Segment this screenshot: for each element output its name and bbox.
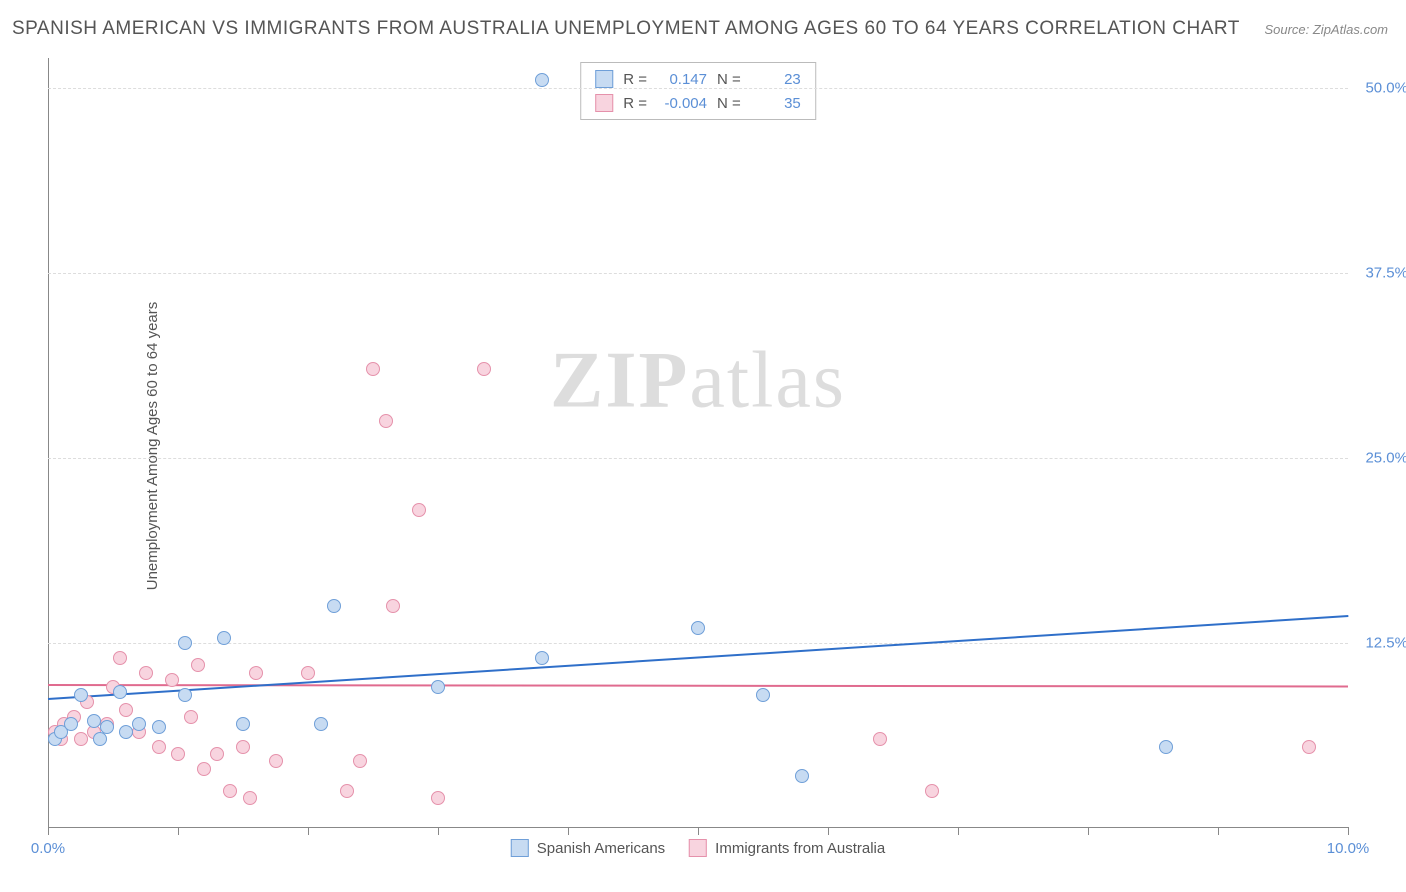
r-value-b: -0.004 (657, 95, 707, 112)
swatch-series-b-bottom (689, 839, 707, 857)
swatch-series-a-bottom (511, 839, 529, 857)
scatter-point (152, 720, 166, 734)
x-tick (1348, 827, 1349, 835)
watermark-light: atlas (689, 336, 846, 424)
scatter-point (327, 599, 341, 613)
n-label-b: N = (717, 95, 741, 112)
legend-item-a: Spanish Americans (511, 839, 665, 857)
series-a-name: Spanish Americans (537, 840, 665, 857)
scatter-point (353, 754, 367, 768)
scatter-point (119, 725, 133, 739)
x-tick (438, 827, 439, 835)
x-tick (1088, 827, 1089, 835)
plot-area: ZIPatlas R = 0.147 N = 23 R = -0.004 N =… (48, 58, 1348, 828)
gridline-h (48, 273, 1348, 274)
scatter-point (210, 747, 224, 761)
gridline-h (48, 643, 1348, 644)
legend-series: Spanish Americans Immigrants from Austra… (511, 839, 885, 857)
scatter-point (249, 666, 263, 680)
watermark-bold: ZIP (550, 336, 689, 424)
x-tick (308, 827, 309, 835)
x-tick (48, 827, 49, 835)
x-tick (698, 827, 699, 835)
watermark: ZIPatlas (550, 335, 846, 426)
scatter-point (756, 688, 770, 702)
r-label-b: R = (623, 95, 647, 112)
scatter-point (132, 717, 146, 731)
scatter-point (74, 688, 88, 702)
x-tick (1218, 827, 1219, 835)
scatter-point (217, 631, 231, 645)
y-tick-label: 12.5% (1365, 634, 1406, 651)
scatter-point (113, 651, 127, 665)
scatter-point (535, 651, 549, 665)
x-tick-label: 10.0% (1327, 840, 1370, 857)
scatter-point (431, 791, 445, 805)
gridline-h (48, 88, 1348, 89)
legend-stats-row-b: R = -0.004 N = 35 (595, 91, 801, 115)
scatter-point (152, 740, 166, 754)
n-label-a: N = (717, 71, 741, 88)
scatter-point (171, 747, 185, 761)
r-value-a: 0.147 (657, 71, 707, 88)
scatter-point (386, 599, 400, 613)
chart-title: SPANISH AMERICAN VS IMMIGRANTS FROM AUST… (12, 18, 1240, 40)
scatter-point (340, 784, 354, 798)
scatter-point (236, 717, 250, 731)
y-tick-label: 37.5% (1365, 264, 1406, 281)
r-label-a: R = (623, 71, 647, 88)
scatter-point (178, 636, 192, 650)
scatter-point (301, 666, 315, 680)
swatch-series-b (595, 94, 613, 112)
scatter-point (184, 710, 198, 724)
scatter-point (1302, 740, 1316, 754)
y-tick-label: 25.0% (1365, 449, 1406, 466)
scatter-point (197, 762, 211, 776)
scatter-point (191, 658, 205, 672)
scatter-point (243, 791, 257, 805)
scatter-point (139, 666, 153, 680)
scatter-point (925, 784, 939, 798)
scatter-point (223, 784, 237, 798)
swatch-series-a (595, 70, 613, 88)
scatter-point (535, 73, 549, 87)
scatter-point (873, 732, 887, 746)
scatter-point (1159, 740, 1173, 754)
scatter-point (74, 732, 88, 746)
scatter-point (269, 754, 283, 768)
x-tick-label: 0.0% (31, 840, 65, 857)
scatter-point (431, 680, 445, 694)
scatter-point (366, 362, 380, 376)
scatter-point (100, 720, 114, 734)
scatter-point (477, 362, 491, 376)
scatter-point (113, 685, 127, 699)
n-value-b: 35 (751, 95, 801, 112)
scatter-point (119, 703, 133, 717)
source-label: Source: ZipAtlas.com (1264, 22, 1388, 37)
y-axis-line (48, 58, 49, 827)
legend-stats: R = 0.147 N = 23 R = -0.004 N = 35 (580, 62, 816, 120)
series-b-name: Immigrants from Australia (715, 840, 885, 857)
y-tick-label: 50.0% (1365, 79, 1406, 96)
x-tick (178, 827, 179, 835)
scatter-point (691, 621, 705, 635)
scatter-point (87, 714, 101, 728)
scatter-point (64, 717, 78, 731)
scatter-point (412, 503, 426, 517)
x-tick (828, 827, 829, 835)
n-value-a: 23 (751, 71, 801, 88)
chart-container: SPANISH AMERICAN VS IMMIGRANTS FROM AUST… (0, 0, 1406, 892)
scatter-point (314, 717, 328, 731)
x-tick (958, 827, 959, 835)
x-tick (568, 827, 569, 835)
scatter-point (236, 740, 250, 754)
gridline-h (48, 458, 1348, 459)
scatter-point (178, 688, 192, 702)
scatter-point (379, 414, 393, 428)
scatter-point (165, 673, 179, 687)
legend-item-b: Immigrants from Australia (689, 839, 885, 857)
scatter-point (795, 769, 809, 783)
